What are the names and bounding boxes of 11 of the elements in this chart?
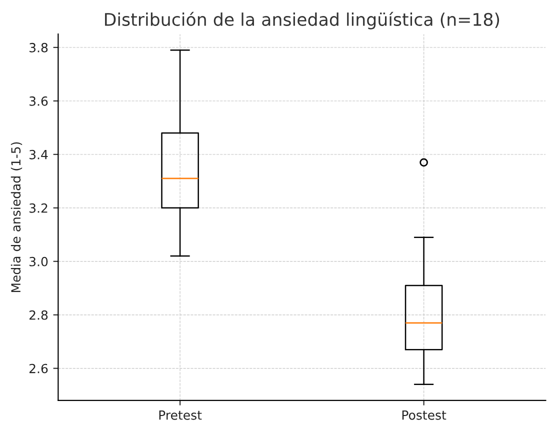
chart-title: Distribución de la ansiedad lingüística (n=18)	[105, 12, 500, 30]
x-tick-label: Postest	[402, 410, 446, 420]
x-tick-label: Pretest	[159, 410, 202, 420]
y-axis-title: Media de ansiedad (1-5)	[10, 142, 22, 292]
y-tick-label: 2.8	[29, 310, 48, 320]
y-tick-label: 3.4	[30, 150, 48, 160]
y-tick-label: 2.6	[29, 364, 48, 374]
y-tick-label: 3.0	[30, 256, 48, 266]
y-tick-label: 3.8	[30, 42, 48, 52]
y-tick-label: 3.2	[30, 203, 48, 213]
y-tick-label: 3.6	[30, 96, 48, 106]
